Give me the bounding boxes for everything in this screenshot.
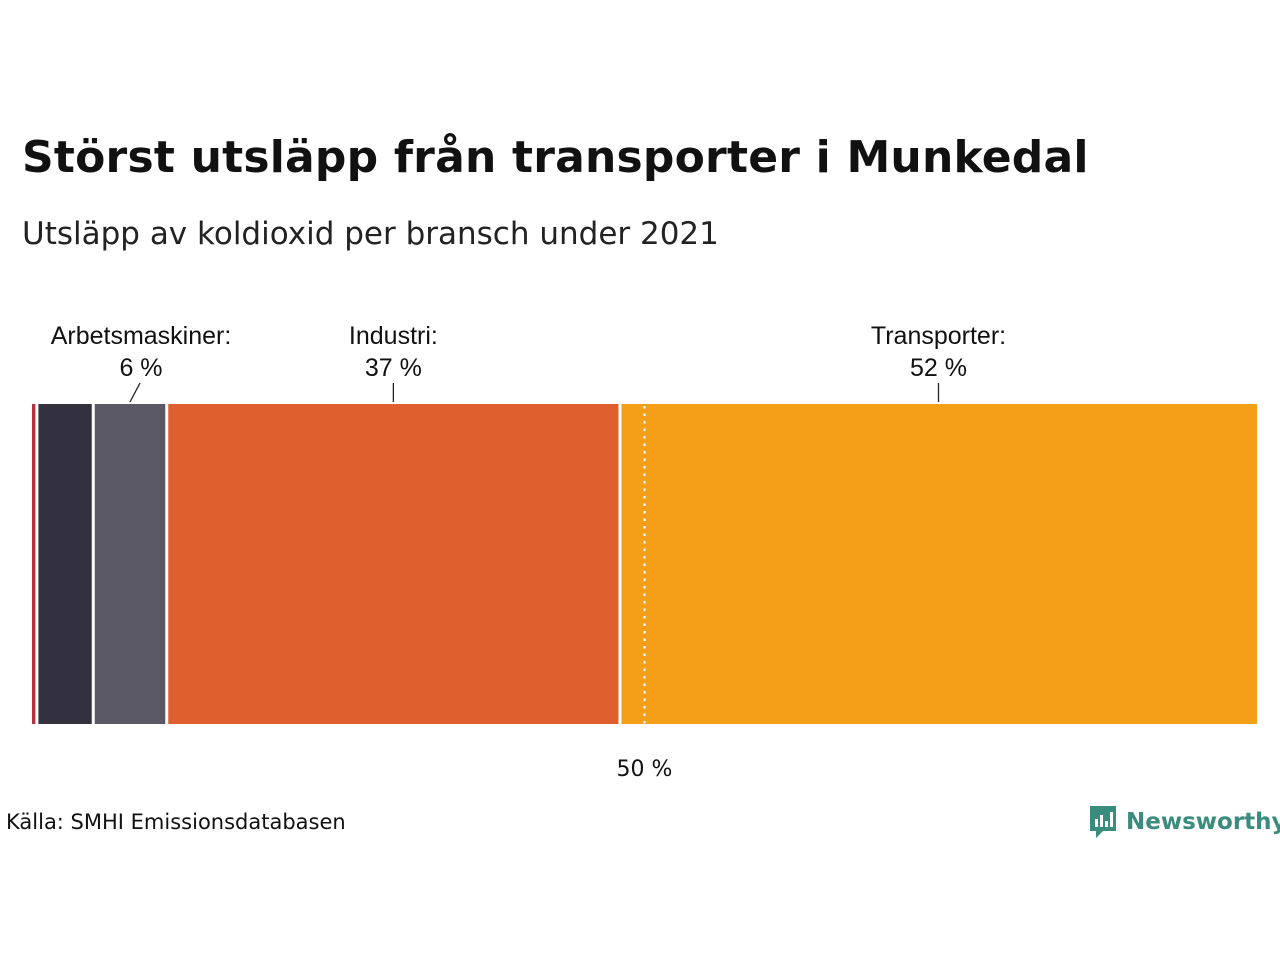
- source-note: Källa: SMHI Emissionsdatabasen: [6, 810, 346, 834]
- brand-name: Newsworthy: [1126, 809, 1280, 835]
- reference-line-label: 50 %: [617, 757, 673, 782]
- chart-title: Störst utsläpp från transporter i Munked…: [22, 132, 1089, 183]
- bar-segment-5: [621, 404, 1257, 724]
- segment-value-label-3: 6 %: [119, 354, 162, 382]
- segment-value-label-5: 52 %: [910, 354, 967, 382]
- bar-segment-4: [168, 404, 619, 724]
- bar-segment-1: [32, 404, 36, 724]
- segment-label-4: Industri:: [349, 322, 438, 350]
- segment-label-3: Arbetsmaskiner:: [51, 322, 232, 350]
- segment-label-5: Transporter:: [871, 322, 1006, 350]
- brand-logo[interactable]: Newsworthy: [1088, 804, 1280, 840]
- bar-segment-3: [94, 404, 166, 724]
- chart-subtitle: Utsläpp av koldioxid per bransch under 2…: [22, 216, 719, 252]
- newsworthy-logo-icon: [1090, 806, 1116, 838]
- segment-leader-3: [129, 382, 141, 403]
- segment-value-label-4: 37 %: [365, 354, 422, 382]
- bar-segment-2: [38, 404, 92, 724]
